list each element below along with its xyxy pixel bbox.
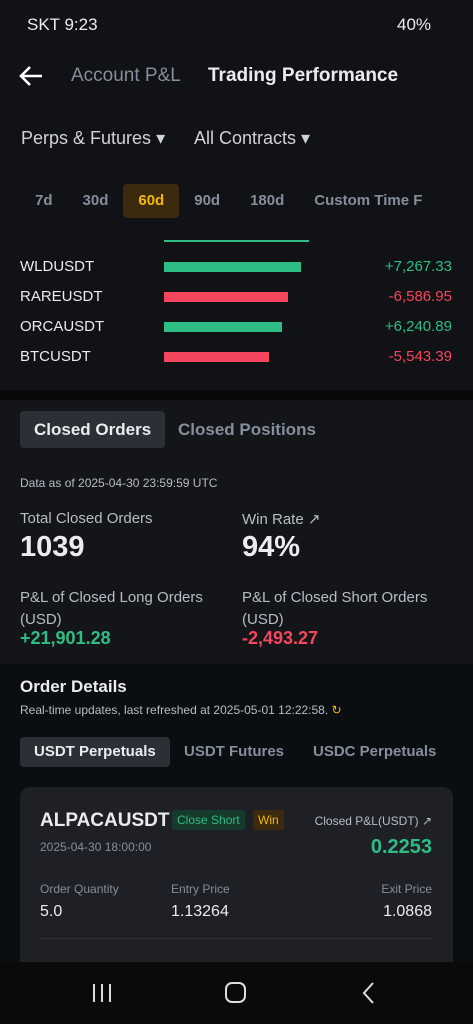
closed-orders-tab[interactable]: Closed Orders	[20, 411, 166, 448]
cut-bar	[164, 240, 309, 242]
pnl-value: +6,240.89	[384, 318, 452, 335]
pnl-bar	[164, 322, 282, 332]
result-badge: Win	[253, 810, 284, 830]
stat-label: P&L of Closed Short Orders (USD)	[242, 589, 428, 628]
tab-trading-performance[interactable]: Trading Performance	[208, 65, 399, 86]
product-tab[interactable]: USDC Perpetuals	[313, 743, 437, 760]
card-pnl: 0.2253	[370, 836, 432, 858]
win-rate-label: Win Rate	[242, 511, 304, 528]
back-arrow[interactable]	[18, 64, 44, 88]
field-value: 1.0868	[383, 903, 432, 920]
refresh-icon[interactable]: ↻	[331, 703, 342, 717]
product-tab[interactable]: USDT Perpetuals	[20, 737, 170, 767]
field-label: Entry Price	[171, 882, 230, 896]
refresh-note: Real-time updates, last refreshed at 202…	[20, 703, 342, 717]
symbol: BTCUSDT	[20, 348, 91, 365]
period-tab[interactable]: 180d	[250, 192, 285, 209]
nav-bar	[0, 962, 473, 1024]
data-as-of: Data as of 2025-04-30 23:59:59 UTC	[20, 476, 218, 490]
symbol: WLDUSDT	[20, 258, 95, 275]
pnl-value: -5,543.39	[388, 348, 452, 365]
pnl-bar	[164, 292, 289, 302]
pnl-bar	[164, 352, 269, 362]
period-tab[interactable]: 90d	[194, 192, 221, 209]
period-tab[interactable]: 60d	[123, 184, 180, 218]
symbol: ORCAUSDT	[20, 318, 105, 335]
period-tabs: 7d 30d 60d 90d 180d Custom Time F	[20, 184, 437, 218]
stat-value: -2,493.27	[242, 628, 319, 648]
divider	[0, 390, 473, 400]
stat-label: Total Closed Orders	[20, 510, 153, 527]
filter-text: All Contracts	[194, 128, 297, 148]
field-value: 1.13264	[171, 903, 229, 920]
pnl-label-text: Closed P&L(USDT)	[314, 814, 419, 828]
pnl-value: +7,267.33	[384, 258, 452, 275]
field-label: Order Quantity	[40, 882, 119, 896]
product-filter[interactable]: Perps & Futures ▾	[21, 128, 166, 148]
status-time: SKT 9:23	[27, 15, 98, 34]
refresh-text: Real-time updates, last refreshed at 202…	[20, 703, 329, 717]
closed-positions-tab[interactable]: Closed Positions	[178, 420, 316, 439]
pnl-bar	[164, 262, 301, 272]
battery: 40%	[397, 15, 432, 34]
tab-account-pnl[interactable]: Account P&L	[71, 65, 181, 86]
nav-icons	[93, 982, 374, 1004]
card-symbol: ALPACAUSDT	[40, 810, 170, 831]
filter-text: Perps & Futures	[21, 128, 152, 148]
side-badge: Close Short	[172, 810, 245, 830]
stat-value: 94%	[242, 531, 301, 563]
details-title: Order Details	[20, 677, 127, 696]
field-value: 5.0	[40, 903, 63, 920]
contract-filter[interactable]: All Contracts ▾	[194, 128, 311, 148]
stat-label: P&L of Closed Long Orders (USD)	[20, 589, 203, 628]
separator	[40, 938, 433, 939]
stat-value: +21,901.28	[20, 628, 111, 648]
period-tab[interactable]: Custom Time F	[314, 192, 423, 209]
pnl-value: -6,586.95	[388, 288, 452, 305]
period-tab[interactable]: 30d	[82, 192, 109, 209]
field-label: Exit Price	[381, 882, 432, 896]
stat-value: 1039	[20, 531, 85, 563]
product-tab[interactable]: USDT Futures	[184, 743, 285, 760]
period-tab[interactable]: 7d	[35, 192, 53, 209]
symbol: RAREUSDT	[20, 288, 103, 305]
card-time: 2025-04-30 18:00:00	[40, 840, 152, 854]
pnl-label: Closed P&L(USDT) ↗	[314, 814, 432, 828]
stat-label: Win Rate ↗	[242, 511, 321, 528]
